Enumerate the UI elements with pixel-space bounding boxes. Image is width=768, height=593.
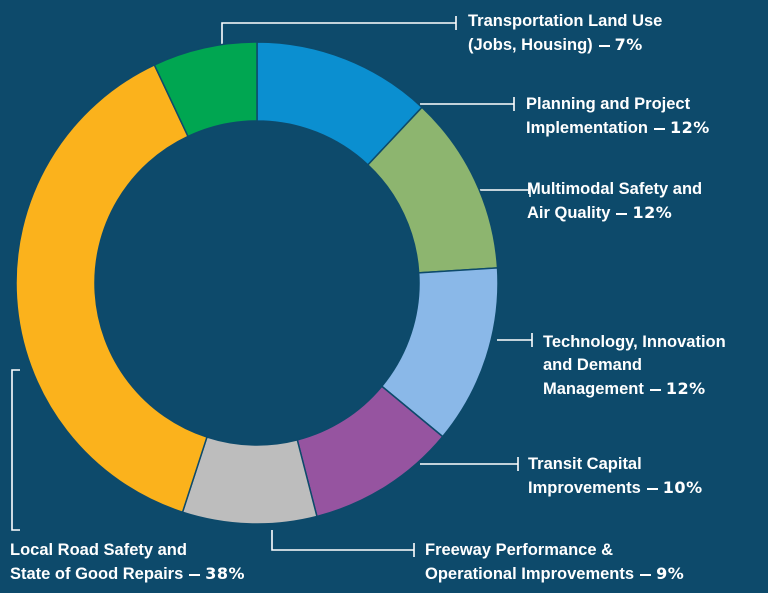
donut-segment [15, 63, 208, 514]
value-label: 10% [662, 478, 703, 497]
segment-label: Transportation Land Use (Jobs, Housing) 7… [468, 10, 662, 57]
category-label: Local Road Safety and State of Good Repa… [10, 541, 187, 583]
segment-label: Multimodal Safety and Air Quality 12% [527, 178, 702, 225]
leader-bracket [11, 369, 20, 531]
value-label: 12% [632, 203, 673, 222]
dash [616, 212, 628, 215]
donut-segment [153, 41, 258, 138]
segment-label: Technology, Innovation and Demand Manage… [543, 331, 726, 401]
value-label: 7% [614, 35, 643, 54]
value-label: 12% [665, 379, 706, 398]
value-label: 12% [669, 118, 710, 137]
category-label: Transit Capital Improvements [528, 455, 642, 497]
donut [15, 41, 499, 525]
category-label: Technology, Innovation and Demand Manage… [543, 333, 726, 398]
category-label: Multimodal Safety and Air Quality [527, 180, 703, 222]
dash [649, 388, 661, 391]
dash [598, 44, 610, 47]
leader-lines [11, 16, 533, 557]
value-label: 38% [205, 564, 246, 583]
value-label: 9% [656, 564, 685, 583]
segment-label: Local Road Safety and State of Good Repa… [10, 539, 245, 586]
dash [646, 487, 658, 490]
category-label: Planning and Project Implementation [526, 95, 691, 137]
category-label: Freeway Performance & Operational Improv… [425, 541, 635, 583]
segment-label: Freeway Performance & Operational Improv… [425, 539, 684, 586]
dash [653, 127, 665, 130]
category-label: Transportation Land Use (Jobs, Housing) [468, 12, 663, 54]
leader-line [221, 22, 456, 50]
leader-line [271, 530, 414, 551]
segment-label: Transit Capital Improvements 10% [528, 453, 703, 500]
dash [189, 573, 201, 576]
segment-label: Planning and Project Implementation 12% [526, 93, 710, 140]
dash [640, 573, 652, 576]
